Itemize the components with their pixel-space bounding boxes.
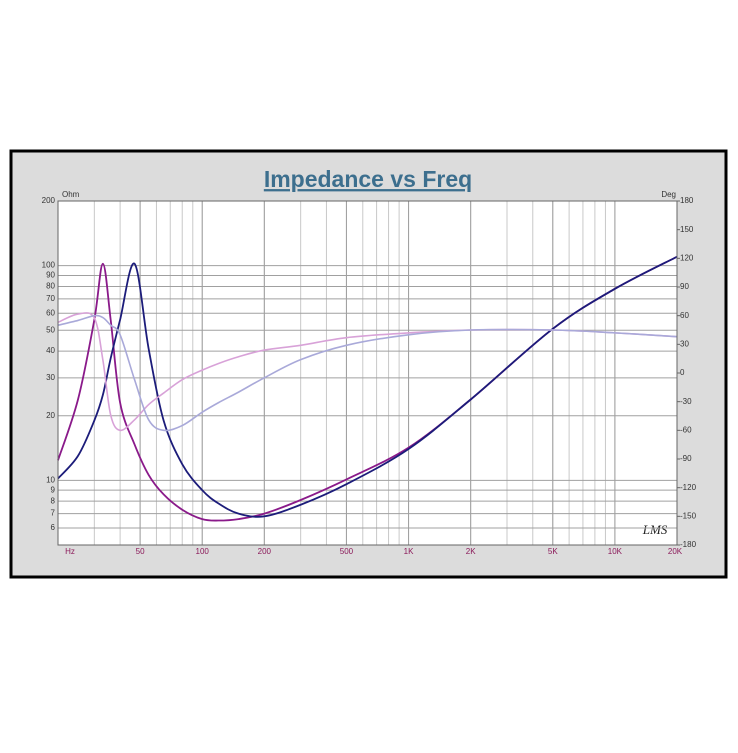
y2-tick-label: -60 [680,425,692,434]
x-tick-label: 500 [340,547,354,556]
y2-tick-label: 180 [680,196,694,205]
logo: LMS [642,522,668,537]
y-tick-label: 10 [46,475,55,484]
chart-title: Impedance vs Freq [264,166,472,192]
y-tick-label: 60 [46,308,55,317]
y2-tick-label: 90 [680,282,689,291]
y-tick-label: 8 [51,496,56,505]
x-tick-label: 200 [258,547,272,556]
y2-axis-label: Deg [661,190,676,199]
x-tick-label: 1K [404,547,414,556]
y-tick-label: 200 [42,196,56,205]
series-line [57,314,678,432]
y-tick-label: 20 [46,411,55,420]
y2-tick-label: 150 [680,225,694,234]
x-tick-label: 10K [608,547,623,556]
plot-area [58,201,677,545]
y2-tick-label: -150 [680,511,697,520]
y-tick-label: 90 [46,271,55,280]
y2-tick-label: -30 [680,397,692,406]
x-tick-label: 20K [668,547,683,556]
y-tick-label: 30 [46,373,55,382]
y2-tick-label: 30 [680,339,689,348]
x-tick-label: 2K [466,547,476,556]
series-line [57,255,678,518]
y2-tick-label: 0 [680,368,685,377]
y-tick-label: 9 [51,485,56,494]
y2-tick-label: 120 [680,253,694,262]
y2-tick-label: 60 [680,311,689,320]
x-tick-label: 50 [136,547,145,556]
x-tick-label: 5K [548,547,558,556]
y-tick-label: 50 [46,325,55,334]
y-tick-label: 80 [46,282,55,291]
y-tick-label: 40 [46,346,55,355]
y-tick-label: 100 [42,261,56,270]
y-tick-label: 6 [51,523,56,532]
x-tick-label: Hz [65,547,75,556]
y-tick-label: 70 [46,294,55,303]
y2-tick-label: -120 [680,483,697,492]
y2-tick-label: -180 [680,540,697,549]
x-tick-label: 100 [196,547,210,556]
y2-tick-label: -90 [680,454,692,463]
y-axis-label: Ohm [62,190,80,199]
y-tick-label: 7 [51,509,56,518]
